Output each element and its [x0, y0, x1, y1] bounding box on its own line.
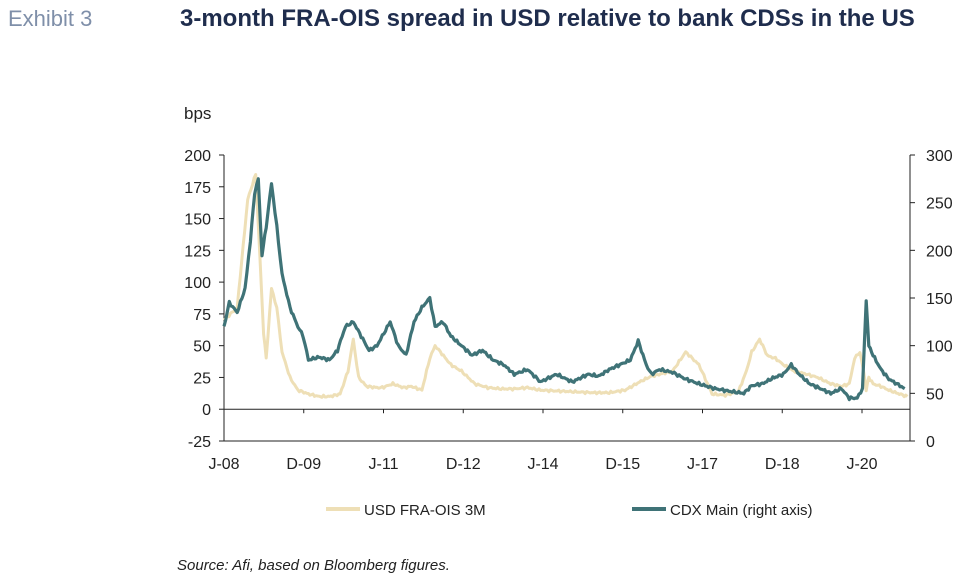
- right-axis-tick-label: 150: [926, 291, 953, 308]
- right-axis-tick-label: 200: [926, 243, 953, 260]
- source-note: Source: Afi, based on Bloomberg figures.: [177, 557, 450, 574]
- legend-label: CDX Main (right axis): [670, 502, 813, 519]
- right-axis-tick-label: 250: [926, 196, 953, 213]
- right-axis-tick-label: 50: [926, 386, 944, 403]
- left-axis-tick-label: -25: [188, 434, 211, 451]
- chart-title: 3-month FRA-OIS spread in USD relative t…: [180, 5, 915, 32]
- left-axis-tick-label: 0: [202, 402, 211, 419]
- x-axis-tick-label: J-11: [369, 456, 399, 473]
- right-axis-tick-label: 300: [926, 148, 953, 165]
- series-line-usd-fra-ois-3m: [222, 173, 909, 399]
- right-axis-tick-label: 100: [926, 339, 953, 356]
- x-axis-tick-label: D-15: [605, 456, 640, 473]
- series-line-cdx-main: [222, 177, 906, 402]
- left-axis-tick-label: 75: [193, 307, 211, 324]
- left-axis-tick-label: 200: [184, 148, 211, 165]
- x-axis-tick-label: J-08: [208, 456, 239, 473]
- x-axis-tick-label: D-12: [446, 456, 481, 473]
- right-axis-tick-label: 0: [926, 434, 935, 451]
- left-axis-tick-label: 175: [184, 180, 211, 197]
- x-axis-tick-label: J-20: [846, 456, 877, 473]
- axes: -25 0 25 50 75 100 125 150 175 200 0 50 100 150 200 250…: [184, 148, 953, 473]
- legend: USD FRA-OIS 3M CDX Main (right axis): [326, 502, 813, 519]
- x-axis-tick-label: J-14: [527, 456, 558, 473]
- left-axis-tick-label: 150: [184, 212, 211, 229]
- x-axis-tick-label: J-17: [687, 456, 718, 473]
- y-axis-unit-label: bps: [184, 104, 212, 123]
- legend-label: USD FRA-OIS 3M: [364, 502, 486, 519]
- left-axis-tick-label: 25: [193, 370, 211, 387]
- left-axis-tick-label: 125: [184, 243, 211, 260]
- x-axis-tick-label: D-09: [286, 456, 321, 473]
- left-axis-tick-label: 50: [193, 339, 211, 356]
- left-axis-tick-label: 100: [184, 275, 211, 292]
- series-layer: [222, 173, 909, 402]
- exhibit-label: Exhibit 3: [8, 6, 93, 31]
- x-axis-tick-label: D-18: [765, 456, 800, 473]
